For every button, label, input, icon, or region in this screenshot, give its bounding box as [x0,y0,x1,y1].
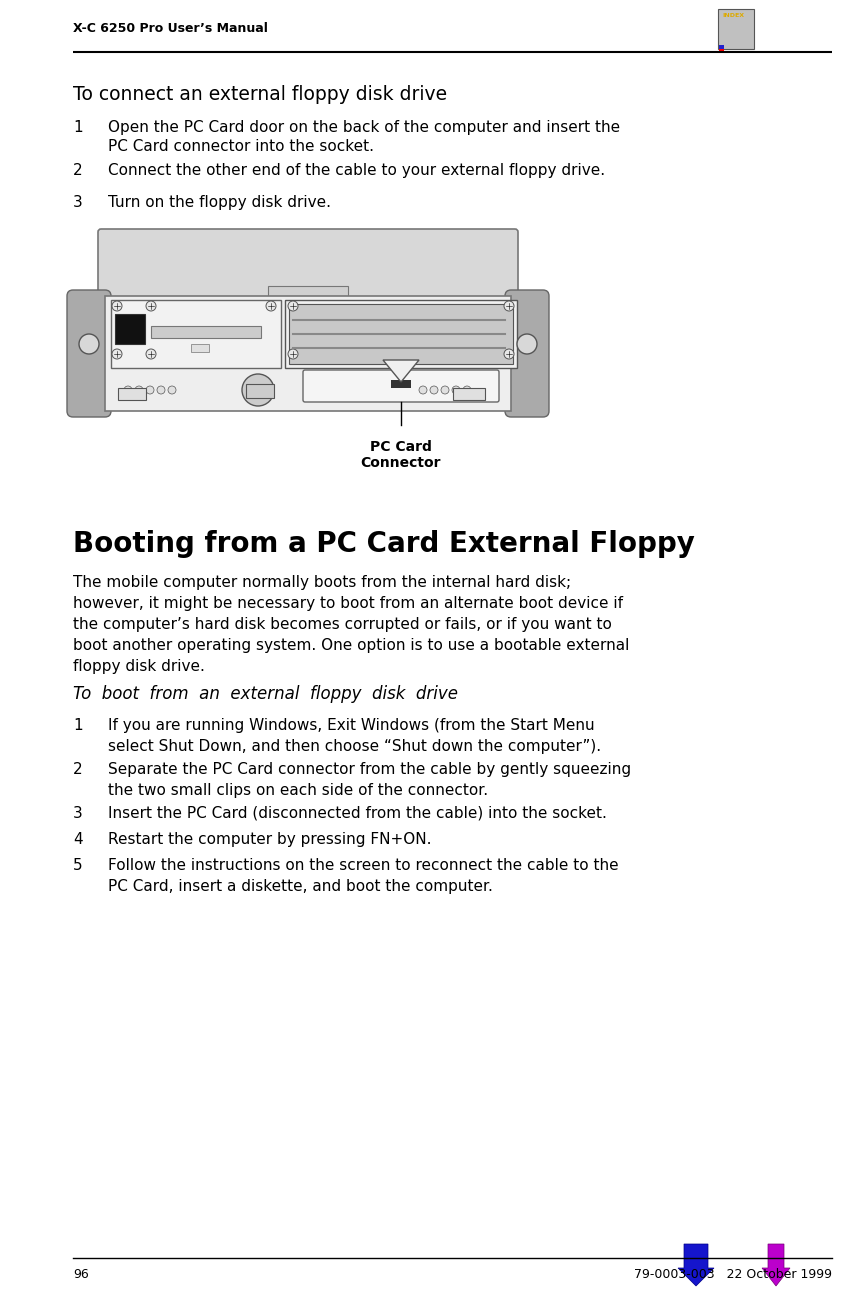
Text: the computer’s hard disk becomes corrupted or fails, or if you want to: the computer’s hard disk becomes corrupt… [73,617,611,632]
Text: floppy disk drive.: floppy disk drive. [73,659,205,674]
Circle shape [135,387,143,394]
Bar [718,49,723,53]
Text: Insert the PC Card (disconnected from the cable) into the socket.: Insert the PC Card (disconnected from th… [108,806,606,821]
Text: To connect an external floppy disk drive: To connect an external floppy disk drive [73,85,447,103]
Circle shape [146,387,154,394]
Text: 96: 96 [73,1268,89,1281]
Circle shape [79,334,99,354]
Circle shape [157,387,164,394]
Bar [111,300,281,369]
Text: INDEX: INDEX [722,13,743,18]
Circle shape [112,301,122,312]
Bar [245,384,274,398]
Text: To  boot  from  an  external  floppy  disk  drive: To boot from an external floppy disk dri… [73,685,457,703]
Text: PC Card connector into the socket.: PC Card connector into the socket. [108,140,374,154]
FancyBboxPatch shape [98,229,517,299]
Text: Turn on the floppy disk drive.: Turn on the floppy disk drive. [108,195,331,209]
Text: Connector: Connector [361,456,441,469]
Text: the two small clips on each side of the connector.: the two small clips on each side of the … [108,784,487,798]
Text: Restart the computer by pressing FN+ON.: Restart the computer by pressing FN+ON. [108,831,431,847]
Text: PC Card: PC Card [369,440,431,454]
Bar [268,286,348,297]
Bar [151,326,261,337]
Text: 3: 3 [73,195,83,209]
Text: Connect the other end of the cable to your external floppy drive.: Connect the other end of the cable to yo… [108,163,604,178]
Polygon shape [382,359,418,381]
Polygon shape [678,1244,713,1287]
Text: 1: 1 [73,120,83,134]
Text: however, it might be necessary to boot from an alternate boot device if: however, it might be necessary to boot f… [73,596,623,612]
Circle shape [242,374,274,406]
Bar [285,300,517,369]
FancyBboxPatch shape [303,370,499,402]
Circle shape [462,387,470,394]
Bar [118,388,146,400]
Text: Open the PC Card door on the back of the computer and insert the: Open the PC Card door on the back of the… [108,120,619,134]
Circle shape [288,301,298,312]
Circle shape [517,334,536,354]
Circle shape [451,387,460,394]
Circle shape [146,301,156,312]
FancyBboxPatch shape [505,290,548,418]
Circle shape [112,349,122,359]
Circle shape [124,387,132,394]
Text: 4: 4 [73,831,83,847]
Circle shape [418,387,426,394]
Text: 3: 3 [73,806,83,821]
Bar [115,314,145,344]
Text: select Shut Down, and then choose “Shut down the computer”).: select Shut Down, and then choose “Shut … [108,740,600,754]
Text: X-C 6250 Pro User’s Manual: X-C 6250 Pro User’s Manual [73,22,268,35]
Text: 79-0003-003   22 October 1999: 79-0003-003 22 October 1999 [633,1268,831,1281]
Bar [718,45,723,49]
Bar [391,380,411,388]
Polygon shape [761,1244,789,1287]
Text: 2: 2 [73,163,83,178]
Text: Booting from a PC Card External Floppy: Booting from a PC Card External Floppy [73,530,694,559]
Circle shape [146,349,156,359]
Text: boot another operating system. One option is to use a bootable external: boot another operating system. One optio… [73,637,629,653]
Text: 2: 2 [73,762,83,777]
Bar [191,344,208,352]
Circle shape [504,301,513,312]
Circle shape [504,349,513,359]
Text: Follow the instructions on the screen to reconnect the cable to the: Follow the instructions on the screen to… [108,859,618,873]
Circle shape [441,387,449,394]
Circle shape [266,301,276,312]
Text: 1: 1 [73,718,83,733]
Bar [453,388,485,400]
Circle shape [288,349,298,359]
Text: 5: 5 [73,859,83,873]
FancyBboxPatch shape [67,290,111,418]
Circle shape [430,387,437,394]
Text: If you are running Windows, Exit Windows (from the Start Menu: If you are running Windows, Exit Windows… [108,718,594,733]
Text: Separate the PC Card connector from the cable by gently squeezing: Separate the PC Card connector from the … [108,762,630,777]
Bar [288,304,512,365]
Bar [105,296,511,411]
Text: PC Card, insert a diskette, and boot the computer.: PC Card, insert a diskette, and boot the… [108,879,492,893]
Bar [717,9,753,49]
Text: The mobile computer normally boots from the internal hard disk;: The mobile computer normally boots from … [73,575,571,590]
Circle shape [168,387,176,394]
